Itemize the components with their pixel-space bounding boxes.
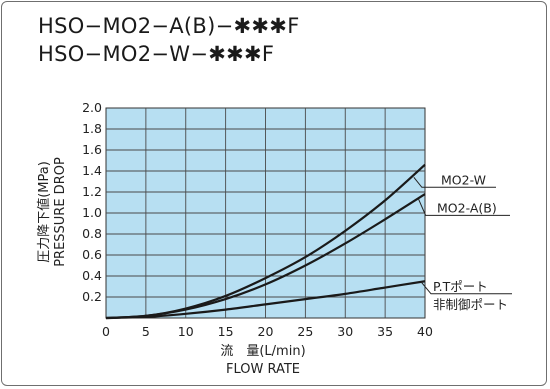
series-line-2 <box>105 280 426 320</box>
x-tick-label: 25 <box>297 324 313 339</box>
series-lines <box>105 163 426 320</box>
y-tick-label: 1.4 <box>82 163 102 178</box>
y-tick-label: 1.2 <box>82 184 102 199</box>
series-label-2-sub: 非制御ポート <box>433 297 508 312</box>
x-tick-label: 5 <box>142 324 150 339</box>
series-label-2: P.Tポート <box>433 279 488 294</box>
x-tick-labels: 0 5 10 15 20 25 30 35 40 <box>102 324 433 339</box>
x-tick-label: 30 <box>337 324 353 339</box>
x-tick-label: 35 <box>377 324 393 339</box>
y-tick-label: 0.4 <box>82 268 102 283</box>
x-tick-label: 20 <box>258 324 274 339</box>
y-tick-label: 1.6 <box>82 142 102 157</box>
series-line-1 <box>105 193 426 320</box>
y-tick-label: 1.0 <box>82 205 102 220</box>
model-title-2: HSO−MO2−W−✱✱✱F <box>38 42 275 66</box>
x-tick-label: 0 <box>102 324 110 339</box>
leader-lines <box>413 176 512 295</box>
y-tick-label: 1.8 <box>82 121 102 136</box>
x-tick-label: 15 <box>218 324 234 339</box>
x-axis-title-jp: 流 量(L/min) <box>220 344 305 359</box>
model-title-1: HSO−MO2−A(B)−✱✱✱F <box>38 14 300 38</box>
y-axis-title-en: PRESSURE DROP <box>53 157 68 267</box>
y-tick-label: 0.6 <box>82 247 102 262</box>
y-tick-labels: 0.2 0.4 0.6 0.8 1.0 1.2 1.4 1.6 1.8 2.0 <box>82 100 102 304</box>
y-tick-label: 2.0 <box>82 100 102 115</box>
y-tick-label: 0.8 <box>82 226 102 241</box>
series-label-0: MO2-W <box>441 172 486 187</box>
grid <box>106 108 425 318</box>
series-label-1: MO2-A(B) <box>437 200 497 215</box>
leader-line-2 <box>420 281 512 295</box>
leader-line-0 <box>413 176 496 188</box>
leader-line-1 <box>418 199 510 216</box>
y-tick-label: 0.2 <box>82 289 102 304</box>
x-axis-title-en: FLOW RATE <box>226 362 300 377</box>
y-axis-title-jp: 圧力降下値(MPa) <box>36 161 52 263</box>
x-tick-label: 10 <box>178 324 194 339</box>
x-tick-label: 40 <box>417 324 433 339</box>
